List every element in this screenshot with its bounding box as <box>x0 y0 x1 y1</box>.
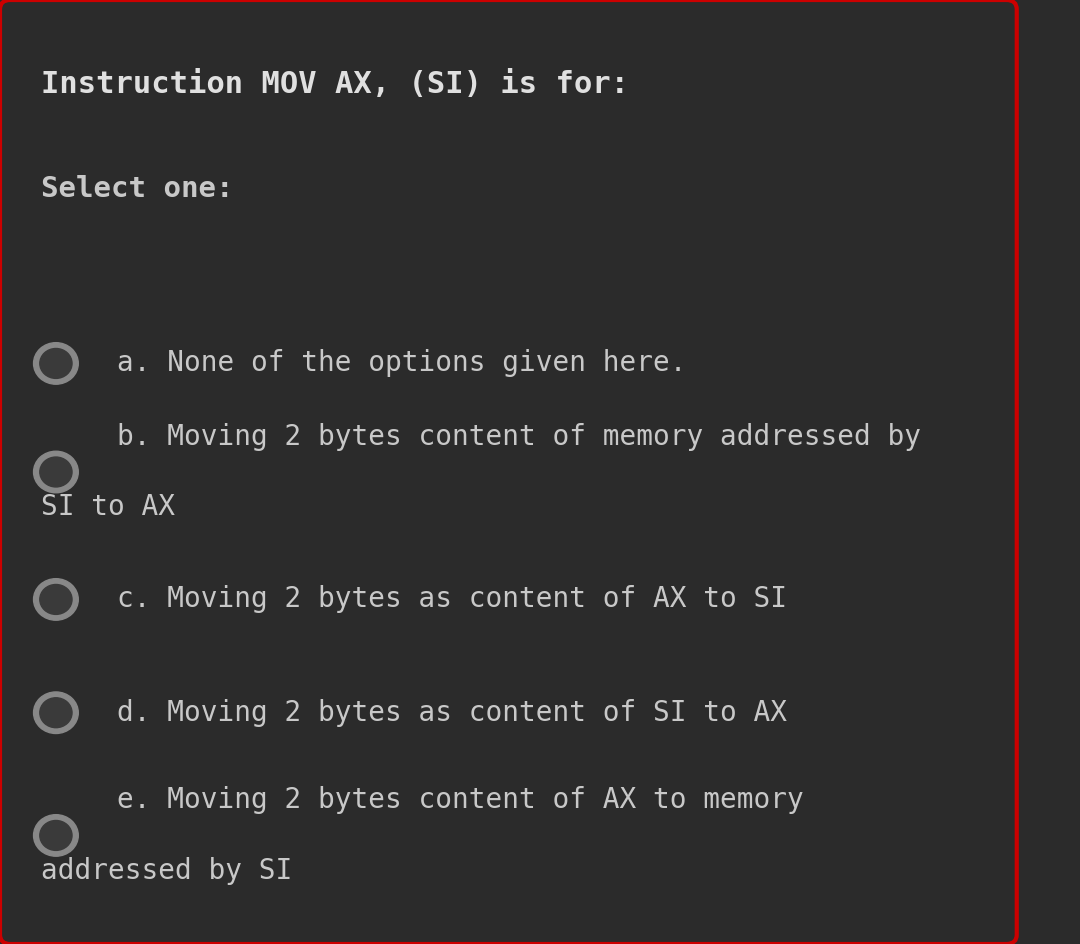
Circle shape <box>40 348 72 379</box>
Text: addressed by SI: addressed by SI <box>41 857 292 885</box>
Circle shape <box>40 457 72 487</box>
Text: d. Moving 2 bytes as content of SI to AX: d. Moving 2 bytes as content of SI to AX <box>117 699 787 727</box>
Circle shape <box>33 343 78 384</box>
Text: SI to AX: SI to AX <box>41 494 175 521</box>
Text: a. None of the options given here.: a. None of the options given here. <box>117 349 687 378</box>
Circle shape <box>40 698 72 728</box>
Circle shape <box>40 584 72 615</box>
FancyBboxPatch shape <box>0 0 1016 944</box>
Text: e. Moving 2 bytes content of AX to memory: e. Moving 2 bytes content of AX to memor… <box>117 786 804 814</box>
Text: c. Moving 2 bytes as content of AX to SI: c. Moving 2 bytes as content of AX to SI <box>117 585 787 614</box>
Text: Instruction MOV AX, (SI) is for:: Instruction MOV AX, (SI) is for: <box>41 71 629 99</box>
Circle shape <box>33 815 78 856</box>
Circle shape <box>33 692 78 733</box>
Circle shape <box>33 451 78 493</box>
Text: b. Moving 2 bytes content of memory addressed by: b. Moving 2 bytes content of memory addr… <box>117 423 921 450</box>
Circle shape <box>33 579 78 620</box>
Text: Select one:: Select one: <box>41 175 233 203</box>
Circle shape <box>40 820 72 851</box>
